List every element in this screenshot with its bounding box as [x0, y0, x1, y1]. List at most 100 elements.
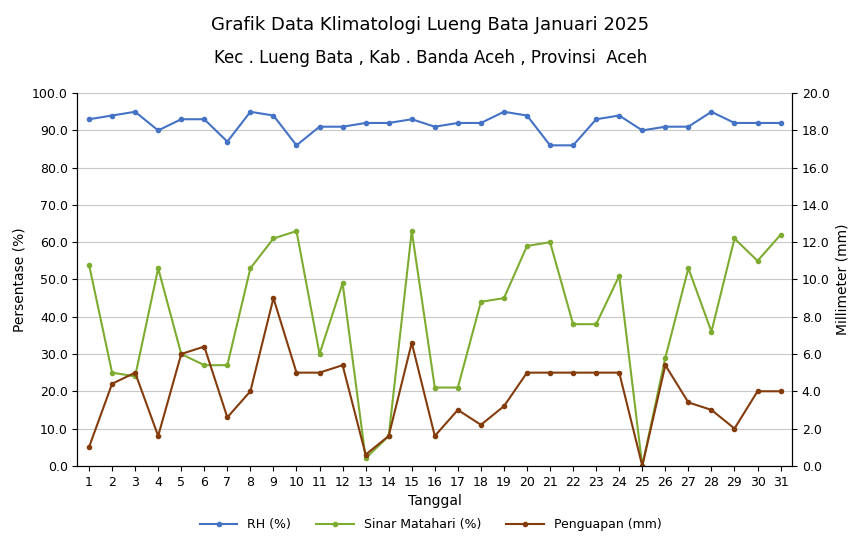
Sinar Matahari (%) [430, 384, 440, 391]
Sinar Matahari (%) [776, 231, 786, 238]
RH (%) [614, 112, 624, 119]
Penguapan (mm) [107, 380, 117, 387]
Penguapan (mm) [706, 407, 716, 413]
Text: Grafik Data Klimatologi Lueng Bata Januari 2025: Grafik Data Klimatologi Lueng Bata Janua… [212, 16, 649, 35]
RH (%) [176, 116, 186, 123]
RH (%) [660, 123, 671, 130]
RH (%) [383, 119, 393, 126]
RH (%) [753, 119, 763, 126]
Sinar Matahari (%) [130, 373, 140, 380]
Text: Kec . Lueng Bata , Kab . Banda Aceh , Provinsi  Aceh: Kec . Lueng Bata , Kab . Banda Aceh , Pr… [214, 49, 647, 67]
Sinar Matahari (%) [176, 351, 186, 357]
Penguapan (mm) [84, 444, 94, 450]
Penguapan (mm) [499, 403, 509, 409]
Penguapan (mm) [314, 369, 325, 376]
Sinar Matahari (%) [453, 384, 463, 391]
Penguapan (mm) [591, 369, 601, 376]
Penguapan (mm) [338, 362, 348, 368]
Sinar Matahari (%) [568, 321, 579, 328]
Y-axis label: Millimeter (mm): Millimeter (mm) [835, 224, 849, 335]
Sinar Matahari (%) [245, 265, 256, 272]
Sinar Matahari (%) [476, 299, 486, 305]
RH (%) [637, 127, 647, 134]
RH (%) [84, 116, 94, 123]
RH (%) [130, 109, 140, 115]
RH (%) [291, 142, 301, 149]
Line: Sinar Matahari (%): Sinar Matahari (%) [87, 229, 783, 468]
Penguapan (mm) [199, 343, 209, 350]
RH (%) [107, 112, 117, 119]
Penguapan (mm) [176, 351, 186, 357]
Sinar Matahari (%) [338, 280, 348, 287]
Sinar Matahari (%) [84, 261, 94, 268]
Sinar Matahari (%) [591, 321, 601, 328]
Sinar Matahari (%) [522, 243, 532, 249]
Sinar Matahari (%) [361, 455, 371, 461]
RH (%) [545, 142, 555, 149]
Line: Penguapan (mm): Penguapan (mm) [87, 296, 783, 468]
Sinar Matahari (%) [729, 235, 740, 242]
RH (%) [245, 109, 256, 115]
Penguapan (mm) [568, 369, 579, 376]
Sinar Matahari (%) [199, 362, 209, 368]
Penguapan (mm) [222, 414, 232, 421]
RH (%) [476, 119, 486, 126]
Y-axis label: Persentase (%): Persentase (%) [12, 227, 27, 332]
RH (%) [314, 123, 325, 130]
Line: RH (%): RH (%) [87, 110, 783, 147]
RH (%) [453, 119, 463, 126]
Penguapan (mm) [684, 399, 694, 406]
RH (%) [522, 112, 532, 119]
Penguapan (mm) [637, 463, 647, 469]
Legend: RH (%), Sinar Matahari (%), Penguapan (mm): RH (%), Sinar Matahari (%), Penguapan (m… [195, 513, 666, 536]
RH (%) [706, 109, 716, 115]
RH (%) [430, 123, 440, 130]
Penguapan (mm) [476, 421, 486, 428]
Sinar Matahari (%) [614, 272, 624, 279]
Sinar Matahari (%) [107, 369, 117, 376]
Penguapan (mm) [614, 369, 624, 376]
Penguapan (mm) [660, 362, 671, 368]
RH (%) [776, 119, 786, 126]
RH (%) [568, 142, 579, 149]
Penguapan (mm) [522, 369, 532, 376]
Penguapan (mm) [406, 340, 417, 346]
Penguapan (mm) [753, 388, 763, 395]
Sinar Matahari (%) [291, 228, 301, 235]
RH (%) [199, 116, 209, 123]
Sinar Matahari (%) [637, 463, 647, 469]
Sinar Matahari (%) [314, 351, 325, 357]
RH (%) [222, 138, 232, 145]
RH (%) [499, 109, 509, 115]
RH (%) [269, 112, 279, 119]
Penguapan (mm) [383, 433, 393, 439]
Penguapan (mm) [729, 425, 740, 432]
RH (%) [729, 119, 740, 126]
Penguapan (mm) [453, 407, 463, 413]
Penguapan (mm) [130, 369, 140, 376]
Penguapan (mm) [361, 452, 371, 458]
X-axis label: Tanggal: Tanggal [408, 494, 461, 508]
Sinar Matahari (%) [406, 228, 417, 235]
Penguapan (mm) [545, 369, 555, 376]
RH (%) [591, 116, 601, 123]
RH (%) [361, 119, 371, 126]
Penguapan (mm) [269, 295, 279, 301]
Sinar Matahari (%) [153, 265, 164, 272]
Sinar Matahari (%) [753, 258, 763, 264]
RH (%) [406, 116, 417, 123]
Sinar Matahari (%) [706, 328, 716, 335]
Sinar Matahari (%) [383, 433, 393, 439]
RH (%) [153, 127, 164, 134]
Sinar Matahari (%) [499, 295, 509, 301]
Sinar Matahari (%) [269, 235, 279, 242]
Penguapan (mm) [430, 433, 440, 439]
Penguapan (mm) [153, 433, 164, 439]
Sinar Matahari (%) [684, 265, 694, 272]
Penguapan (mm) [291, 369, 301, 376]
Sinar Matahari (%) [545, 239, 555, 246]
Sinar Matahari (%) [222, 362, 232, 368]
RH (%) [338, 123, 348, 130]
Penguapan (mm) [776, 388, 786, 395]
RH (%) [684, 123, 694, 130]
